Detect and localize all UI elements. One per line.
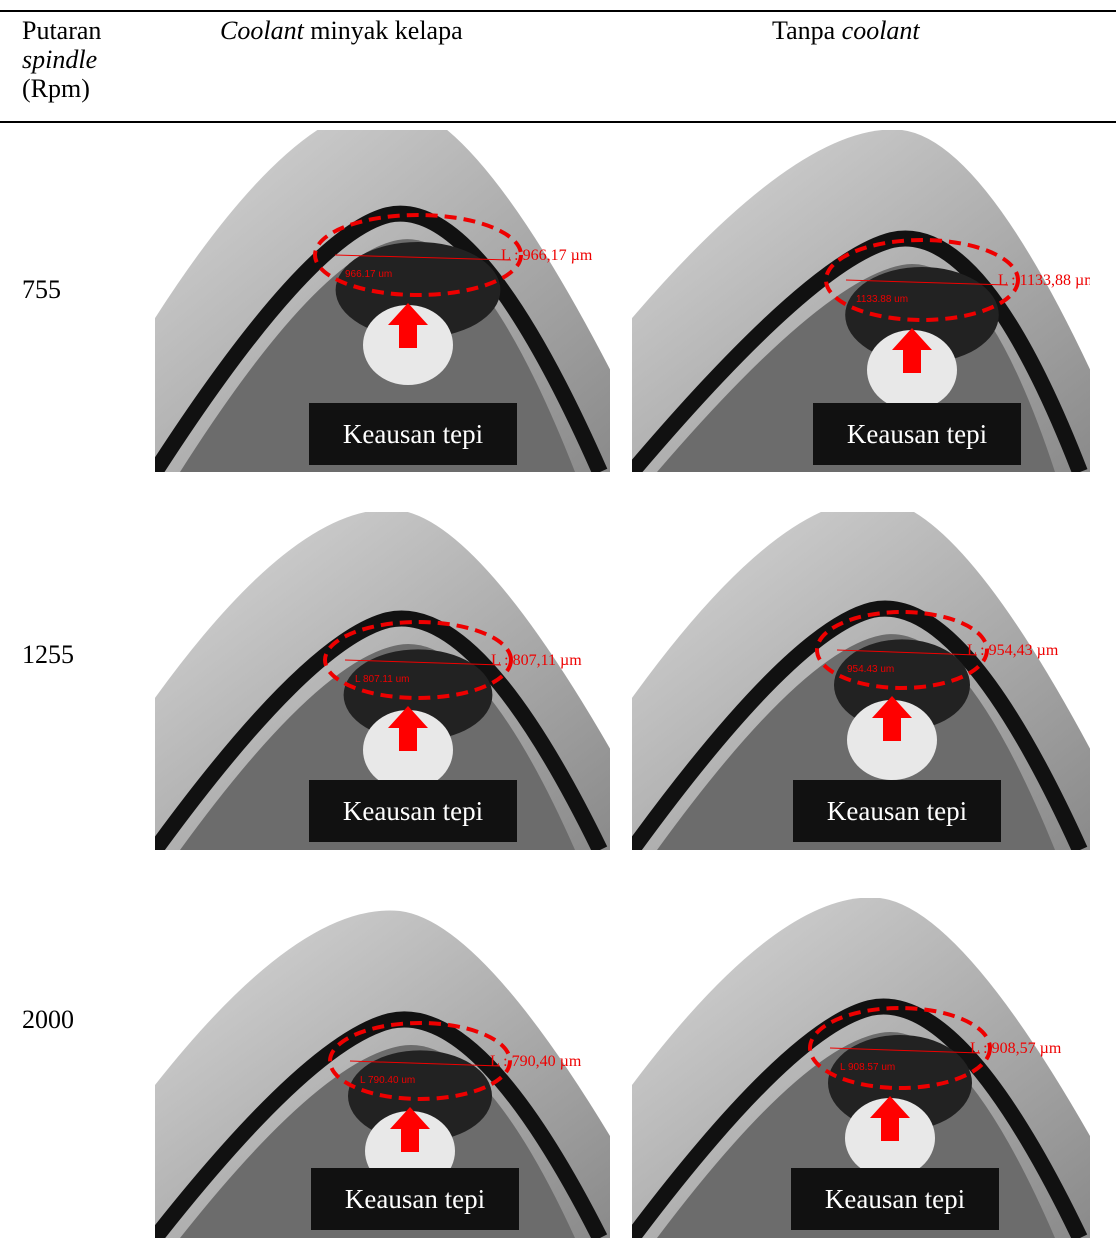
photo-cell: 1133.88 um L : 1133,88 µm Keausan tepi (632, 130, 1090, 472)
header-coolant: Coolant minyak kelapa (220, 16, 463, 45)
photo-cell: L 790.40 um L : 790,40 µm Keausan tepi (155, 898, 610, 1238)
scale-label: 954.43 um (847, 664, 894, 675)
scale-label: L 807.11 um (355, 674, 409, 685)
photo-cell: L 908.57 um L : 908,57 µm Keausan tepi (632, 898, 1090, 1238)
photo-cell: 966.17 um L : 966,17 µm Keausan tepi (155, 130, 610, 472)
measure-label: L : 908,57 µm (970, 1040, 1062, 1057)
photo: 966.17 um L : 966,17 µm Keausan tepi (155, 130, 610, 472)
caption: Keausan tepi (847, 419, 987, 449)
scale-label: L 790.40 um (360, 1075, 415, 1086)
caption: Keausan tepi (343, 796, 483, 826)
rpm-label: 755 (22, 275, 61, 305)
measure-label: L : 790,40 µm (490, 1053, 582, 1070)
caption: Keausan tepi (343, 419, 483, 449)
photo: 1133.88 um L : 1133,88 µm Keausan tepi (632, 130, 1090, 472)
measure-label: L : 954,43 µm (967, 642, 1059, 659)
header-rule (0, 121, 1116, 123)
header-text: (Rpm) (22, 74, 101, 103)
header-text: spindle (22, 45, 101, 74)
measure-label: L : 966,17 µm (501, 247, 593, 264)
measure-label: L : 1133,88 µm (998, 272, 1090, 289)
photo: 954.43 um L : 954,43 µm Keausan tepi (632, 512, 1090, 850)
scale-label: L 908.57 um (840, 1062, 895, 1073)
rpm-label: 1255 (22, 640, 74, 670)
caption: Keausan tepi (825, 1184, 965, 1214)
measure-label: L : 807,11 µm (491, 652, 582, 669)
scale-label: 1133.88 um (856, 294, 908, 305)
photo: L 790.40 um L : 790,40 µm Keausan tepi (155, 898, 610, 1238)
photo: L 908.57 um L : 908,57 µm Keausan tepi (632, 898, 1090, 1238)
photo-cell: L 807.11 um L : 807,11 µm Keausan tepi (155, 512, 610, 850)
page: Putaran spindle (Rpm) Coolant minyak kel… (0, 0, 1116, 1257)
photo: L 807.11 um L : 807,11 µm Keausan tepi (155, 512, 610, 850)
caption: Keausan tepi (345, 1184, 485, 1214)
photo-cell: 954.43 um L : 954,43 µm Keausan tepi (632, 512, 1090, 850)
top-rule (0, 10, 1116, 12)
header-rpm: Putaran spindle (Rpm) (22, 16, 101, 103)
header-no-coolant: Tanpa coolant (772, 16, 920, 45)
header-text: Putaran (22, 16, 101, 45)
header-text: coolant (842, 16, 920, 45)
rpm-label: 2000 (22, 1005, 74, 1035)
header-text: Coolant (220, 16, 304, 45)
header-text: minyak kelapa (310, 16, 462, 45)
caption: Keausan tepi (827, 796, 967, 826)
header-text: Tanpa (772, 16, 835, 45)
scale-label: 966.17 um (345, 269, 392, 280)
